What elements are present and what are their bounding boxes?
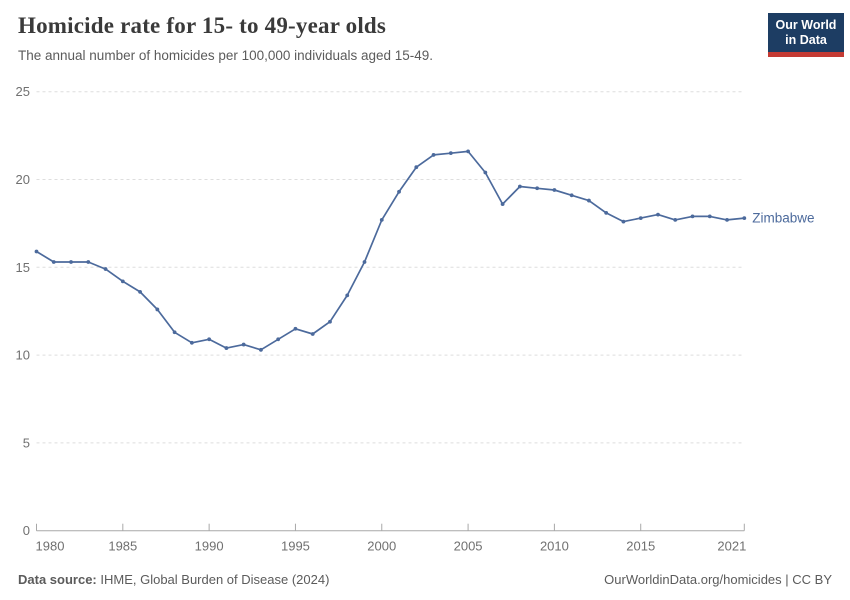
- data-point: [345, 293, 350, 298]
- data-point: [621, 219, 626, 224]
- data-point: [690, 214, 695, 219]
- y-tick-label: 25: [16, 84, 30, 99]
- x-tick-label: 1980: [36, 539, 65, 554]
- y-tick-label: 20: [16, 172, 30, 187]
- data-point: [86, 260, 91, 264]
- data-point: [656, 212, 660, 217]
- x-tick-label: 2010: [540, 539, 569, 554]
- data-point: [725, 217, 729, 222]
- x-tick-label: 1995: [281, 539, 310, 554]
- data-source: Data source: IHME, Global Burden of Dise…: [18, 572, 329, 587]
- data-point: [34, 249, 39, 254]
- x-tick-label: 2000: [367, 539, 396, 554]
- data-point: [569, 193, 574, 198]
- data-point: [138, 289, 142, 294]
- y-tick-label: 15: [16, 260, 30, 275]
- data-point: [414, 165, 419, 170]
- data-point: [500, 202, 505, 206]
- y-tick-label: 5: [23, 435, 30, 450]
- chart-header: Homicide rate for 15- to 49-year olds Th…: [18, 12, 740, 64]
- data-point: [379, 217, 384, 222]
- x-tick-label: 2005: [454, 539, 483, 554]
- data-point: [587, 198, 591, 203]
- data-point: [51, 260, 56, 264]
- footer-link[interactable]: OurWorldinData.org/homicides | CC BY: [604, 572, 832, 587]
- chart-subtitle: The annual number of homicides per 100,0…: [18, 47, 434, 63]
- data-point: [362, 260, 367, 264]
- data-point: [466, 149, 470, 154]
- data-point: [69, 260, 73, 264]
- owid-logo[interactable]: Our World in Data: [768, 13, 844, 57]
- data-point: [742, 216, 747, 221]
- data-point: [431, 153, 436, 157]
- data-point: [397, 189, 401, 194]
- data-point: [604, 210, 609, 215]
- data-point: [328, 319, 332, 324]
- data-point: [155, 307, 160, 312]
- data-point: [207, 337, 212, 342]
- data-source-label: Data source:: [18, 572, 97, 587]
- y-tick-label: 10: [16, 348, 30, 363]
- data-point: [120, 279, 125, 284]
- data-point: [552, 188, 557, 192]
- data-point: [241, 342, 246, 347]
- data-point: [224, 346, 229, 350]
- chart-title: Homicide rate for 15- to 49-year olds: [18, 13, 387, 38]
- data-point: [448, 151, 453, 156]
- data-point: [103, 267, 108, 271]
- data-point: [189, 340, 194, 345]
- x-tick-label: 2021: [717, 539, 746, 554]
- data-source-text: IHME, Global Burden of Disease (2024): [96, 572, 330, 587]
- data-point: [707, 214, 712, 219]
- series-line: [35, 150, 746, 351]
- y-tick-label: 0: [23, 523, 30, 538]
- data-point: [276, 337, 281, 342]
- data-point: [638, 216, 643, 221]
- data-point: [535, 186, 540, 191]
- data-point: [517, 184, 522, 189]
- data-point: [310, 332, 315, 336]
- logo-line-1: Our World: [775, 18, 837, 32]
- data-point: [673, 217, 678, 222]
- data-point: [483, 170, 488, 175]
- series-label: Zimbabwe: [752, 211, 814, 226]
- data-point: [172, 330, 177, 335]
- data-point: [293, 326, 298, 331]
- x-tick-label: 1990: [195, 539, 224, 554]
- x-tick-label: 2015: [626, 539, 655, 554]
- x-tick-label: 1985: [108, 539, 137, 554]
- chart-footer: Data source: IHME, Global Burden of Dise…: [18, 572, 832, 587]
- logo-line-2: in Data: [785, 32, 827, 47]
- data-point: [259, 347, 263, 352]
